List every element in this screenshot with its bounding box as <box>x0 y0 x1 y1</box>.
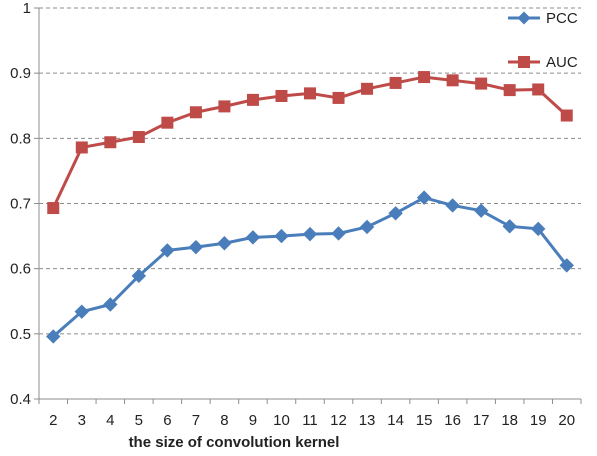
x-tick-label: 18 <box>501 412 518 429</box>
legend: PCC AUC <box>508 10 578 71</box>
auc-point <box>47 202 60 215</box>
pcc-point <box>302 226 318 242</box>
pcc-point <box>416 190 432 205</box>
x-tick-label: 11 <box>302 412 318 429</box>
y-tick-labels: 0.4 0.5 0.6 0.7 0.8 0.9 1 <box>10 0 31 408</box>
x-axis-label: the size of convolution kernel <box>129 434 340 451</box>
auc-point <box>132 131 145 144</box>
x-tick-label: 15 <box>416 412 433 429</box>
pcc-point <box>160 243 175 258</box>
auc-point <box>389 76 402 89</box>
x-tick-label: 19 <box>530 412 547 429</box>
pcc-point <box>559 258 574 273</box>
x-tick-label: 7 <box>192 412 200 429</box>
pcc-point <box>188 239 204 255</box>
legend-entry-pcc: PCC <box>508 10 578 27</box>
x-tick-label: 6 <box>163 412 171 429</box>
y-tick-label: 0.9 <box>10 65 31 82</box>
x-tick-label: 9 <box>249 412 257 429</box>
grid-lines <box>39 7 581 335</box>
pcc-point <box>445 198 460 213</box>
legend-swatch-marker <box>518 56 530 68</box>
pcc-point <box>473 203 489 218</box>
pcc-point <box>74 304 89 319</box>
pcc-point <box>245 230 261 245</box>
pcc-point <box>502 219 517 234</box>
x-tick-label: 14 <box>387 412 404 429</box>
auc-point <box>332 91 345 104</box>
legend-swatch-marker <box>517 11 531 25</box>
pcc-point <box>103 297 118 312</box>
auc-point <box>104 136 117 149</box>
y-tick-label: 0.6 <box>10 261 31 278</box>
x-tick-label: 20 <box>558 412 575 429</box>
pcc-point <box>217 236 232 251</box>
auc-point <box>418 71 431 84</box>
axes <box>34 7 582 404</box>
x-tick-label: 8 <box>220 412 228 429</box>
pcc-point <box>46 329 61 344</box>
legend-label: PCC <box>546 10 578 27</box>
auc-point <box>161 116 174 129</box>
pcc-point <box>131 268 147 284</box>
pcc-point <box>531 221 546 237</box>
x-tick-label: 13 <box>359 412 376 429</box>
pcc-point <box>274 228 289 244</box>
auc-point <box>218 100 231 113</box>
auc-point <box>189 106 202 119</box>
pcc-point <box>359 219 375 235</box>
data-series <box>46 71 574 344</box>
legend-entry-auc: AUC <box>508 54 578 71</box>
series-auc <box>47 71 573 215</box>
x-tick-label: 4 <box>106 412 114 429</box>
y-tick-label: 0.8 <box>10 130 31 147</box>
x-tick-label: 2 <box>49 412 57 429</box>
y-tick-label: 1 <box>23 0 31 17</box>
auc-point <box>361 82 374 95</box>
auc-point <box>304 87 316 100</box>
auc-point <box>446 74 459 87</box>
auc-point <box>275 89 288 102</box>
series-pcc <box>46 190 574 344</box>
pcc-point <box>331 226 346 241</box>
pcc-line <box>52 196 568 338</box>
x-tick-label: 16 <box>444 412 461 429</box>
x-tick-labels: 2 3 4 5 6 7 8 9 10 11 12 13 14 15 16 17 18 19 20 <box>49 412 575 429</box>
x-tick-label: 17 <box>473 412 490 429</box>
x-tick-label: 10 <box>273 412 290 429</box>
y-tick-label: 0.7 <box>10 196 31 213</box>
legend-label: AUC <box>546 54 578 71</box>
auc-point <box>560 109 573 122</box>
auc-point <box>503 84 516 97</box>
auc-point <box>475 77 488 90</box>
auc-point <box>75 141 88 154</box>
auc-point <box>246 93 259 106</box>
x-tick-label: 3 <box>78 412 86 429</box>
y-tick-label: 0.4 <box>10 391 31 408</box>
x-tick-label: 12 <box>330 412 347 429</box>
auc-point <box>532 83 545 96</box>
y-tick-label: 0.5 <box>10 326 31 343</box>
pcc-point <box>388 206 403 221</box>
x-tick-label: 5 <box>135 412 143 429</box>
